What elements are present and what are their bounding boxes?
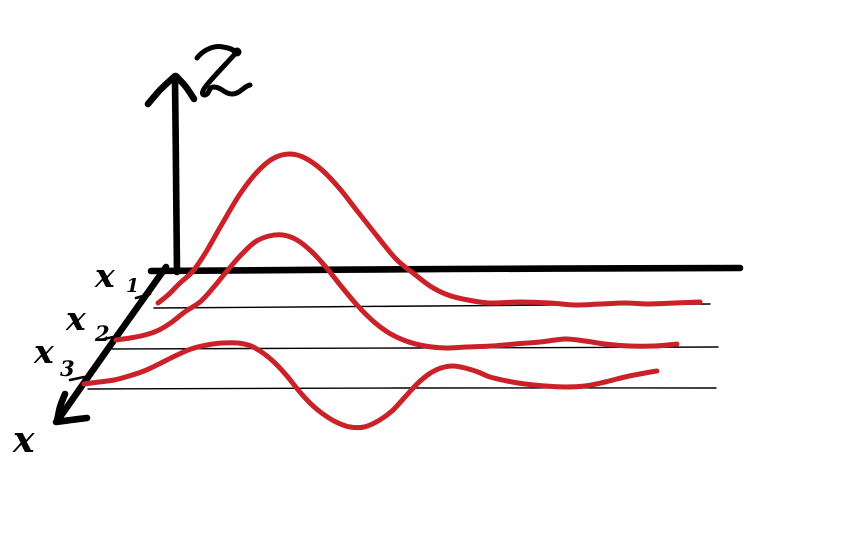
z-axis [144,44,253,276]
x-axis: x [12,263,170,461]
x1-label-base: x [94,256,115,295]
z-axis-label [194,44,253,98]
x2-label-sub: 2 [94,321,110,346]
slice-x3: x 3 [33,332,717,431]
x1-tick [134,292,152,300]
z-axis-line [171,76,181,276]
x2-tick [102,334,120,341]
x3-curve [81,340,660,431]
z-glyph-stroke [194,44,253,98]
x3-baseline [87,387,717,390]
x-axis-arrowhead-up [53,390,69,425]
slice-x1: x 1 [94,151,711,309]
x1-label-sub: 1 [126,275,139,297]
horizontal-axis-line [147,264,744,275]
x2-curve [113,232,680,351]
x2-label-base: x [65,299,86,338]
z-axis-arrowhead-right [172,72,198,103]
x3-label-sub: 3 [60,356,75,381]
x3-label-base: x [33,332,54,371]
z-glyph-dot [232,47,242,57]
x3-tick [68,375,86,382]
z-axis-arrowhead-left [144,72,179,108]
x1-curve [155,151,703,308]
x-axis-arrowhead-right [52,414,91,426]
x-axis-label: x [12,419,35,461]
slice-x2: x 2 [65,232,719,351]
x-axis-line [54,263,170,424]
horizontal-axis [147,264,744,275]
